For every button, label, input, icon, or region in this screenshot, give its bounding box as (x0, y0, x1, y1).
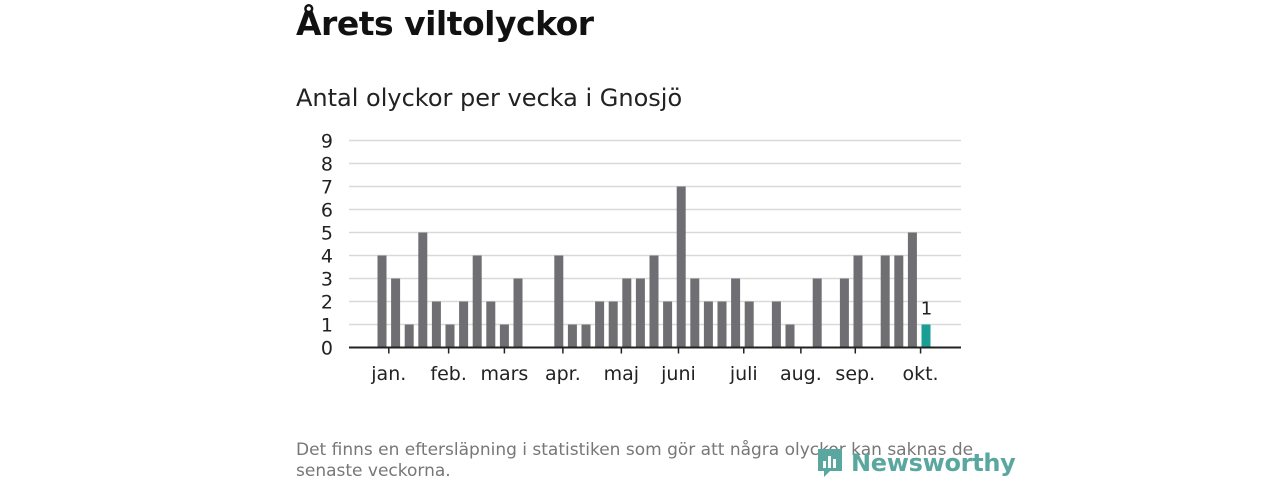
x-tick-label: aug. (780, 363, 822, 385)
bar (635, 278, 645, 348)
x-tick-label: okt. (902, 363, 938, 385)
y-tick-label: 2 (321, 292, 333, 314)
y-tick-label: 6 (321, 200, 333, 222)
x-tick-label: jan. (370, 363, 406, 385)
data-label: 1 (921, 299, 932, 320)
x-tick-label: mars (480, 363, 528, 385)
bar (717, 301, 727, 348)
bar (608, 301, 618, 348)
bar (894, 255, 904, 348)
newsworthy-logo-icon (818, 449, 842, 477)
bar (486, 301, 496, 348)
bar (907, 232, 917, 348)
bar (431, 301, 441, 348)
y-tick-label: 0 (321, 338, 333, 360)
x-tick-label: juli (729, 363, 758, 385)
bar (785, 324, 795, 348)
bar (513, 278, 523, 348)
x-tick-label: feb. (430, 363, 466, 385)
footnote: Det finns en eftersläpning i statistiken… (296, 440, 974, 481)
bar (703, 301, 713, 348)
page-title: Årets viltolyckor (296, 4, 594, 43)
newsworthy-logo-text: Newsworthy (851, 449, 1016, 477)
bar (744, 301, 754, 348)
bar (377, 255, 387, 348)
y-tick-label: 9 (321, 131, 333, 153)
bar (391, 278, 401, 348)
bar (499, 324, 509, 348)
x-tick-label: sep. (835, 363, 875, 385)
bar (676, 186, 686, 348)
y-tick-label: 7 (321, 177, 333, 199)
bar (418, 232, 428, 348)
bar (649, 255, 659, 348)
bar (853, 255, 863, 348)
bar-highlight (921, 324, 931, 348)
y-tick-label: 4 (321, 246, 333, 268)
bar (404, 324, 414, 348)
bar (663, 301, 673, 348)
x-tick-label: apr. (545, 363, 581, 385)
bar (595, 301, 605, 348)
bar (459, 301, 469, 348)
y-tick-label: 5 (321, 223, 333, 245)
bar (567, 324, 577, 348)
bar (554, 255, 564, 348)
bar (839, 278, 849, 348)
x-tick-label: juni (660, 363, 696, 385)
bar (771, 301, 781, 348)
bar (880, 255, 890, 348)
y-tick-label: 3 (321, 269, 333, 291)
bar (690, 278, 700, 348)
bar (581, 324, 591, 348)
bar (472, 255, 482, 348)
bar (812, 278, 822, 348)
y-tick-label: 8 (321, 154, 333, 176)
bar (731, 278, 741, 348)
bar (622, 278, 632, 348)
y-tick-label: 1 (321, 315, 333, 337)
x-tick-label: maj (604, 363, 639, 385)
chart-subtitle: Antal olyckor per vecka i Gnosjö (296, 84, 683, 112)
newsworthy-logo[interactable]: Newsworthy (815, 446, 1016, 480)
bar (445, 324, 455, 348)
